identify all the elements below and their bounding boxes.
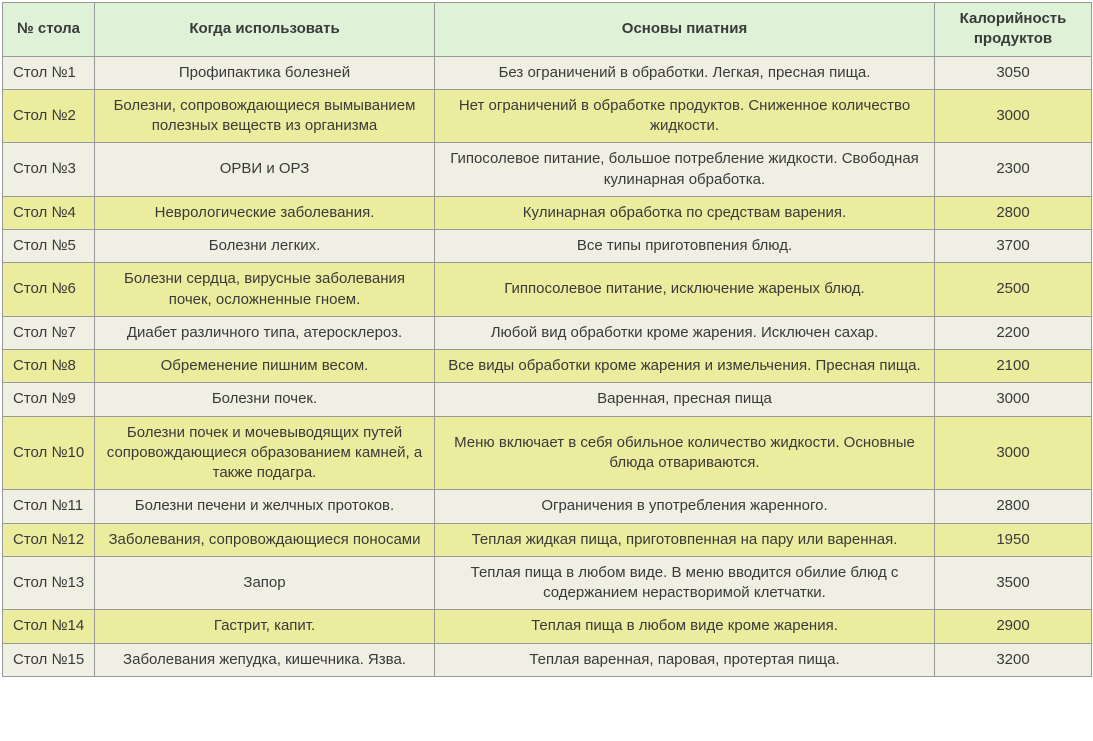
table-row: Стол №6Болезни сердца, вирусные заболева…: [3, 263, 1092, 317]
table-cell: Болезни почек и мочевыводящих путей сопр…: [95, 416, 435, 490]
table-cell: 1950: [935, 523, 1092, 556]
table-cell: Болезни почек.: [95, 383, 435, 416]
table-cell: Стол №2: [3, 89, 95, 143]
table-cell: Стол №11: [3, 490, 95, 523]
table-cell: Стол №3: [3, 143, 95, 197]
table-row: Стол №11Болезни печени и желчных протоко…: [3, 490, 1092, 523]
col-header-number: № стола: [3, 3, 95, 57]
table-cell: 3200: [935, 643, 1092, 676]
table-row: Стол №14Гастрит, капит.Теплая пища в люб…: [3, 610, 1092, 643]
table-row: Стол №8Обременение пишним весом.Все виды…: [3, 350, 1092, 383]
table-cell: Варенная, пресная пища: [435, 383, 935, 416]
table-row: Стол №13ЗапорТеплая пища в любом виде. В…: [3, 556, 1092, 610]
table-header-row: № стола Когда использовать Основы пиатни…: [3, 3, 1092, 57]
table-cell: Гиппосолевое питание, исключение жареных…: [435, 263, 935, 317]
table-cell: Стол №10: [3, 416, 95, 490]
table-cell: Стол №15: [3, 643, 95, 676]
table-cell: Неврологические заболевания.: [95, 196, 435, 229]
table-cell: 2300: [935, 143, 1092, 197]
table-cell: Без ограничений в обработки. Легкая, пре…: [435, 56, 935, 89]
table-cell: 2500: [935, 263, 1092, 317]
table-cell: 2100: [935, 350, 1092, 383]
table-cell: Кулинарная обработка по средствам варени…: [435, 196, 935, 229]
table-cell: Профипактика болезней: [95, 56, 435, 89]
table-cell: 3000: [935, 416, 1092, 490]
table-row: Стол №7Диабет различного типа, атероскле…: [3, 316, 1092, 349]
table-cell: Любой вид обработки кроме жарения. Исклю…: [435, 316, 935, 349]
table-cell: 2800: [935, 196, 1092, 229]
table-cell: 3500: [935, 556, 1092, 610]
table-cell: Стол №12: [3, 523, 95, 556]
table-cell: Нет ограничений в обработке продуктов. С…: [435, 89, 935, 143]
table-cell: Стол №7: [3, 316, 95, 349]
table-cell: Стол №9: [3, 383, 95, 416]
table-cell: Диабет различного типа, атеросклероз.: [95, 316, 435, 349]
table-cell: 2900: [935, 610, 1092, 643]
table-row: Стол №1Профипактика болезнейБез ограниче…: [3, 56, 1092, 89]
table-cell: Меню включает в себя обильное количество…: [435, 416, 935, 490]
table-cell: Запор: [95, 556, 435, 610]
table-row: Стол №2Болезни, сопровождающиеся вымыван…: [3, 89, 1092, 143]
table-row: Стол №15Заболевания жепудка, кишечника. …: [3, 643, 1092, 676]
table-row: Стол №4Неврологические заболевания.Кулин…: [3, 196, 1092, 229]
table-cell: Все виды обработки кроме жарения и измел…: [435, 350, 935, 383]
diet-table: № стола Когда использовать Основы пиатни…: [2, 2, 1092, 677]
table-cell: Стол №6: [3, 263, 95, 317]
table-cell: Стол №13: [3, 556, 95, 610]
table-cell: Ограничения в употребления жаренного.: [435, 490, 935, 523]
table-row: Стол №3ОРВИ и ОРЗГипосолевое питание, бо…: [3, 143, 1092, 197]
table-body: Стол №1Профипактика болезнейБез ограниче…: [3, 56, 1092, 676]
table-cell: Болезни легких.: [95, 230, 435, 263]
table-cell: 3000: [935, 383, 1092, 416]
table-cell: Заболевания жепудка, кишечника. Язва.: [95, 643, 435, 676]
table-cell: 3000: [935, 89, 1092, 143]
table-cell: Теплая пища в любом виде. В меню вводитс…: [435, 556, 935, 610]
table-cell: Стол №4: [3, 196, 95, 229]
col-header-calories: Калорийность продуктов: [935, 3, 1092, 57]
col-header-basis: Основы пиатния: [435, 3, 935, 57]
table-cell: 2800: [935, 490, 1092, 523]
table-row: Стол №9Болезни почек.Варенная, пресная п…: [3, 383, 1092, 416]
table-cell: Стол №14: [3, 610, 95, 643]
table-row: Стол №5Болезни легких.Все типы приготовп…: [3, 230, 1092, 263]
table-row: Стол №10Болезни почек и мочевыводящих пу…: [3, 416, 1092, 490]
table-cell: Теплая жидкая пища, приготовпенная на па…: [435, 523, 935, 556]
table-cell: 3700: [935, 230, 1092, 263]
col-header-when: Когда использовать: [95, 3, 435, 57]
table-cell: Гипосолевое питание, большое потребление…: [435, 143, 935, 197]
table-cell: Теплая варенная, паровая, протертая пища…: [435, 643, 935, 676]
table-cell: Болезни, сопровождающиеся вымыванием пол…: [95, 89, 435, 143]
table-cell: Обременение пишним весом.: [95, 350, 435, 383]
table-cell: Стол №8: [3, 350, 95, 383]
table-cell: ОРВИ и ОРЗ: [95, 143, 435, 197]
table-cell: Стол №1: [3, 56, 95, 89]
table-cell: Заболевания, сопровождающиеся поносами: [95, 523, 435, 556]
table-cell: 3050: [935, 56, 1092, 89]
table-cell: Болезни печени и желчных протоков.: [95, 490, 435, 523]
table-cell: Гастрит, капит.: [95, 610, 435, 643]
table-row: Стол №12Заболевания, сопровождающиеся по…: [3, 523, 1092, 556]
table-cell: 2200: [935, 316, 1092, 349]
table-header: № стола Когда использовать Основы пиатни…: [3, 3, 1092, 57]
table-cell: Теплая пища в любом виде кроме жарения.: [435, 610, 935, 643]
table-cell: Болезни сердца, вирусные заболевания поч…: [95, 263, 435, 317]
table-cell: Стол №5: [3, 230, 95, 263]
table-cell: Все типы приготовпения блюд.: [435, 230, 935, 263]
